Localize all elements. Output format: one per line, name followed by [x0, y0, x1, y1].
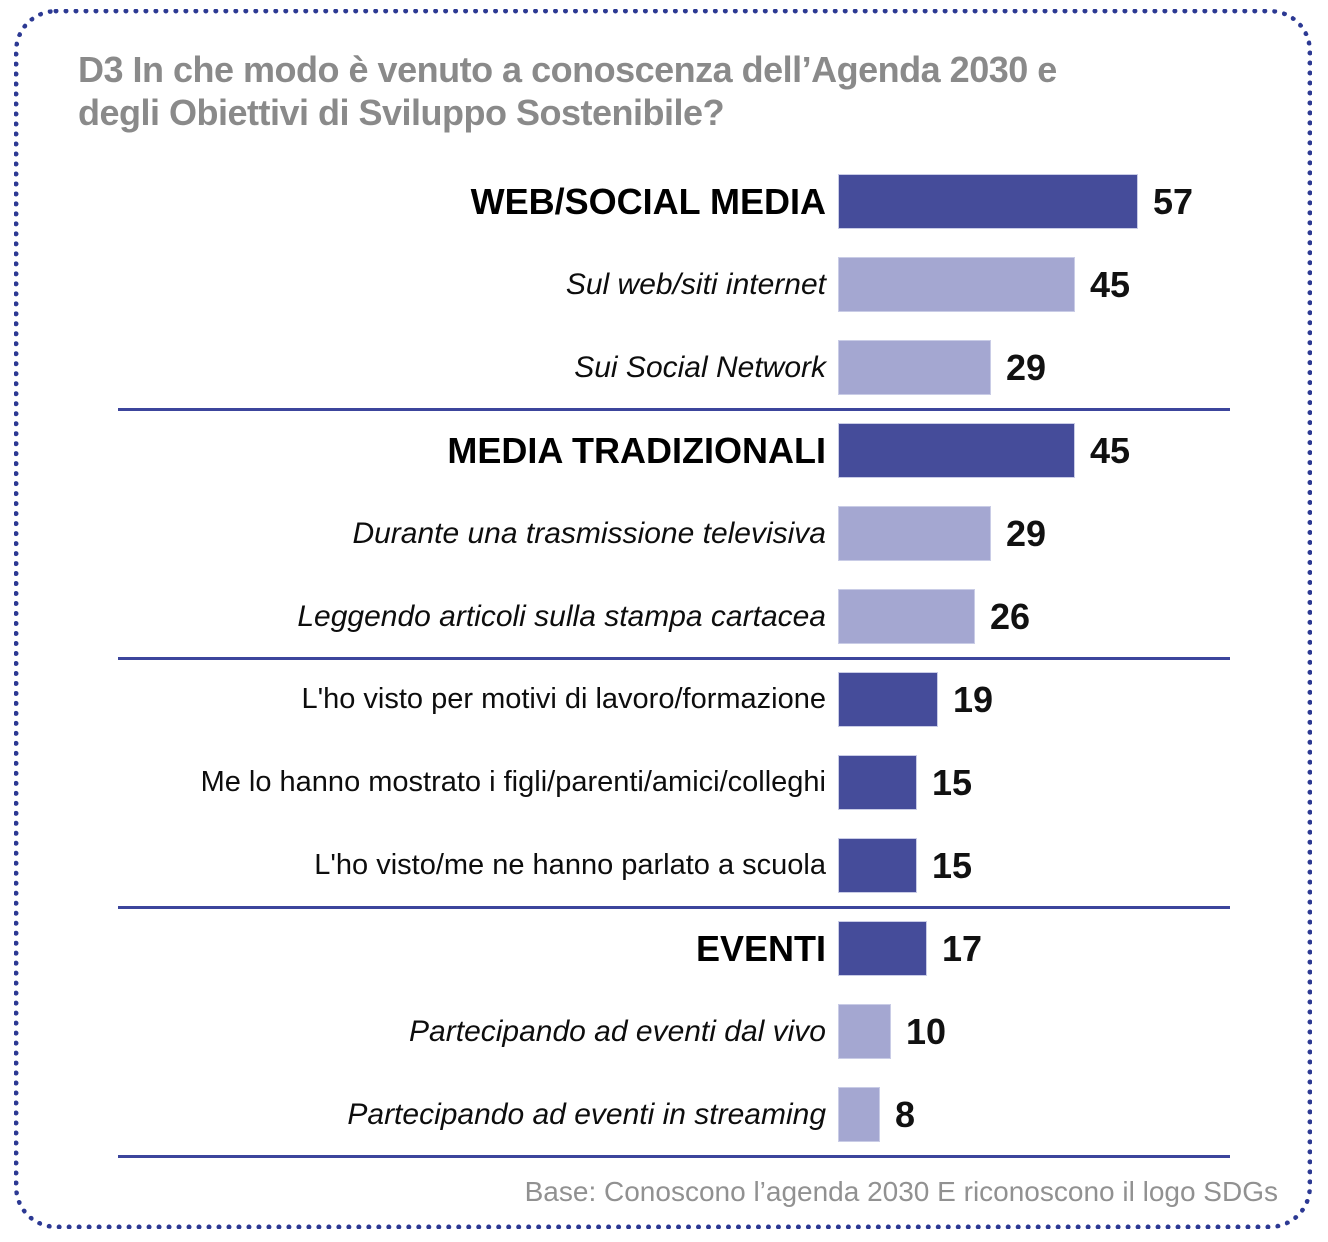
bar	[838, 589, 975, 644]
chart-row: WEB/SOCIAL MEDIA 57	[60, 160, 1300, 243]
bar	[838, 1004, 891, 1059]
section-divider	[118, 1154, 1230, 1158]
chart-row: Durante una trasmissione televisiva 29	[60, 492, 1300, 575]
bar	[838, 257, 1075, 312]
bar	[838, 921, 927, 976]
chart-row: EVENTI 17	[60, 907, 1300, 990]
chart-row: Sul web/siti internet 45	[60, 243, 1300, 326]
value-label: 19	[953, 678, 994, 720]
chart-row: MEDIA TRADIZIONALI 45	[60, 409, 1300, 492]
category-label-sub: Sui Social Network	[574, 351, 826, 384]
chart-row: Sui Social Network 29	[60, 326, 1300, 409]
category-label-plain: L'ho visto per motivi di lavoro/formazio…	[301, 682, 826, 715]
value-label: 10	[906, 1010, 947, 1052]
category-label-header: WEB/SOCIAL MEDIA	[470, 180, 826, 222]
bar	[838, 672, 938, 727]
chart-row: Partecipando ad eventi in streaming 8	[60, 1073, 1300, 1156]
category-label-header: MEDIA TRADIZIONALI	[447, 429, 826, 471]
category-label-sub: Sul web/siti internet	[565, 268, 826, 301]
bar	[838, 1087, 880, 1142]
section-divider	[118, 407, 1230, 411]
value-label: 45	[1090, 263, 1131, 305]
category-label-plain: Me lo hanno mostrato i figli/parenti/ami…	[200, 765, 826, 798]
chart-title: D3 In che modo è venuto a conoscenza del…	[78, 48, 1057, 134]
bar	[838, 506, 991, 561]
chart-row: Partecipando ad eventi dal vivo 10	[60, 990, 1300, 1073]
category-label-header: EVENTI	[695, 927, 826, 969]
value-label: 26	[990, 595, 1031, 637]
section-divider	[118, 656, 1230, 660]
chart-title-line-1: D3 In che modo è venuto a conoscenza del…	[78, 49, 1057, 90]
bar	[838, 423, 1075, 478]
bar	[838, 340, 991, 395]
chart-row: Me lo hanno mostrato i figli/parenti/ami…	[60, 741, 1300, 824]
section-divider	[118, 905, 1230, 909]
bar-chart: WEB/SOCIAL MEDIA 57 Sul web/siti internet 4…	[60, 160, 1300, 1158]
bar	[838, 755, 917, 810]
chart-row: Leggendo articoli sulla stampa cartacea 2…	[60, 575, 1300, 658]
chart-row: L'ho visto per motivi di lavoro/formazio…	[60, 658, 1300, 741]
category-label-sub: Partecipando ad eventi dal vivo	[409, 1015, 826, 1048]
value-label: 29	[1006, 346, 1047, 388]
chart-title-line-2: degli Obiettivi di Sviluppo Sostenibile?	[78, 92, 725, 133]
category-label-sub: Leggendo articoli sulla stampa cartacea	[297, 600, 826, 633]
chart-row: L'ho visto/me ne hanno parlato a scuola 1…	[60, 824, 1300, 907]
value-label: 45	[1090, 429, 1131, 471]
value-label: 15	[932, 844, 973, 886]
value-label: 15	[932, 761, 973, 803]
base-note: Base: Conoscono l’agenda 2030 E riconosc…	[524, 1176, 1278, 1207]
category-label-plain: L'ho visto/me ne hanno parlato a scuola	[314, 848, 826, 881]
category-label-sub: Partecipando ad eventi in streaming	[347, 1098, 826, 1131]
value-label: 8	[895, 1093, 916, 1135]
bar	[838, 174, 1138, 229]
category-label-sub: Durante una trasmissione televisiva	[352, 517, 826, 550]
value-label: 29	[1006, 512, 1047, 554]
value-label: 17	[942, 927, 983, 969]
value-label: 57	[1153, 180, 1194, 222]
bar	[838, 838, 917, 893]
